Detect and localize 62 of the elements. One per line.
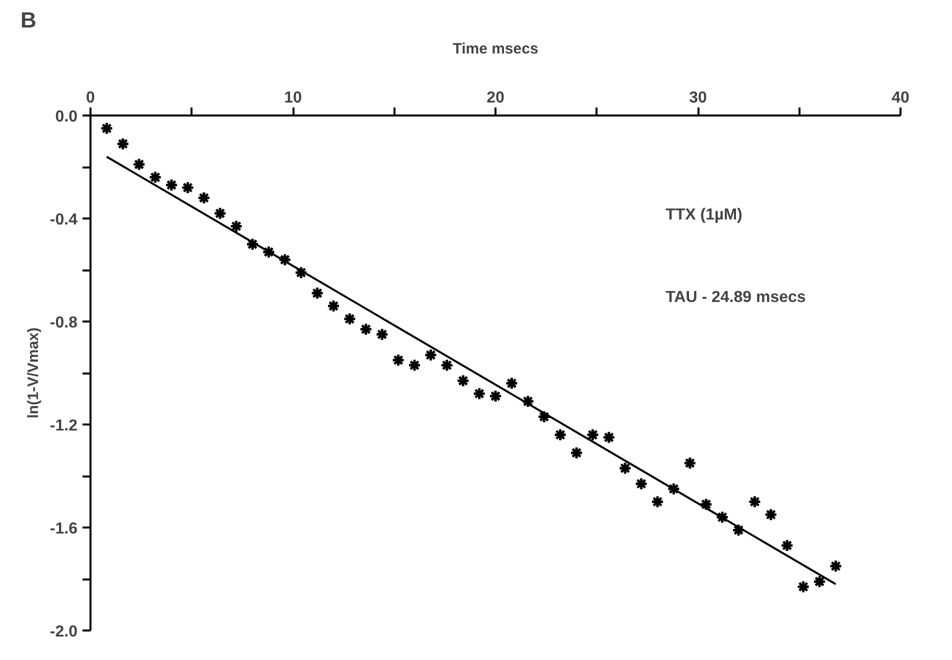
y-tick-label: -0.4	[50, 212, 78, 228]
y-tick-label: 0.0	[55, 108, 78, 126]
point	[294, 266, 308, 280]
point	[650, 495, 664, 508]
point	[504, 376, 518, 390]
x-tick-label: 20	[486, 90, 504, 106]
point	[116, 137, 130, 151]
point	[732, 523, 746, 537]
point	[440, 358, 454, 372]
point	[716, 510, 730, 524]
point	[521, 394, 535, 408]
point	[424, 348, 438, 362]
point	[456, 374, 470, 388]
y-axis-title: ln(1-V/Vmax)	[24, 328, 42, 418]
point	[748, 495, 762, 508]
point	[392, 353, 406, 367]
x-tick-label: 40	[892, 90, 910, 106]
annotation: TAU - 24.89 msecs	[666, 289, 806, 306]
point	[246, 238, 260, 251]
point	[812, 574, 826, 588]
x-tick-label: 0	[86, 90, 96, 106]
point	[764, 508, 778, 522]
point	[683, 456, 697, 470]
point	[342, 312, 356, 326]
point	[359, 322, 373, 336]
y-tick-label: -1.6	[50, 520, 78, 538]
point	[230, 219, 244, 233]
point	[537, 410, 551, 424]
point	[586, 428, 600, 442]
point	[164, 178, 178, 192]
point	[375, 328, 389, 342]
point	[132, 158, 146, 172]
point	[570, 446, 584, 460]
x-axis-title: Time msecs	[452, 40, 538, 58]
point	[618, 462, 632, 476]
point	[100, 122, 114, 136]
point	[197, 191, 211, 205]
point	[180, 180, 194, 194]
y-tick-label: -0.8	[50, 314, 78, 332]
point	[262, 245, 276, 259]
y-tick-label: -1.2	[50, 418, 78, 434]
point	[780, 538, 794, 552]
point	[310, 286, 324, 300]
annotation: TTX (1µM)	[666, 206, 742, 224]
point	[472, 386, 486, 400]
point	[408, 358, 422, 372]
point	[828, 559, 842, 573]
chart-title: B	[20, 8, 36, 32]
y-tick-label: -2.0	[50, 624, 78, 640]
point	[634, 476, 648, 490]
point	[326, 299, 340, 313]
point	[796, 580, 810, 594]
point	[699, 498, 713, 512]
x-tick-label: 30	[689, 90, 707, 106]
point	[148, 170, 162, 184]
point	[213, 206, 227, 220]
point	[488, 389, 502, 403]
point	[278, 252, 292, 266]
point	[666, 482, 680, 496]
point	[554, 428, 568, 442]
point	[602, 430, 616, 444]
x-tick-label: 10	[284, 90, 302, 106]
